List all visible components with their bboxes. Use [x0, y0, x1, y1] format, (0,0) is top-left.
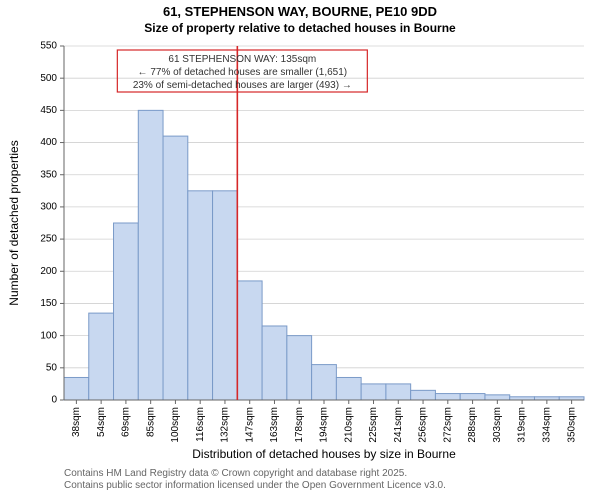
- x-axis-label: Distribution of detached houses by size …: [192, 447, 456, 461]
- histogram-bar: [138, 110, 163, 400]
- xtick-label: 178sqm: [294, 407, 305, 443]
- ytick-label: 50: [46, 362, 58, 373]
- ytick-label: 350: [40, 169, 57, 180]
- histogram-bar: [435, 394, 460, 400]
- annotation-line-3: 23% of semi-detached houses are larger (…: [133, 80, 352, 91]
- xtick-label: 163sqm: [269, 407, 280, 443]
- y-axis-label: Number of detached properties: [7, 140, 21, 305]
- histogram-bar: [64, 377, 89, 400]
- xtick-label: 334sqm: [541, 407, 552, 443]
- xtick-label: 303sqm: [492, 407, 503, 443]
- histogram-bar: [188, 191, 213, 400]
- xtick-label: 225sqm: [368, 407, 379, 443]
- histogram-bar: [361, 384, 386, 400]
- ytick-label: 200: [40, 266, 57, 277]
- chart-subtitle: Size of property relative to detached ho…: [144, 21, 456, 35]
- histogram-bar: [312, 365, 337, 400]
- histogram-bar: [237, 281, 262, 400]
- ytick-label: 500: [40, 73, 57, 84]
- xtick-label: 116sqm: [195, 407, 206, 442]
- annotation-line-2: ← 77% of detached houses are smaller (1,…: [138, 67, 348, 78]
- xtick-label: 350sqm: [566, 407, 577, 443]
- histogram-bar: [460, 394, 485, 400]
- chart-title: 61, STEPHENSON WAY, BOURNE, PE10 9DD: [163, 4, 437, 19]
- xtick-label: 54sqm: [96, 407, 107, 437]
- footer-line-2: Contains public sector information licen…: [64, 480, 446, 491]
- histogram-bar: [287, 336, 312, 400]
- ytick-label: 550: [40, 41, 57, 52]
- footer-line-1: Contains HM Land Registry data © Crown c…: [64, 468, 407, 479]
- histogram-bar: [411, 390, 436, 400]
- xtick-label: 100sqm: [170, 407, 181, 443]
- ytick-label: 400: [40, 137, 57, 148]
- histogram-bar: [163, 136, 188, 400]
- ytick-label: 150: [40, 298, 57, 309]
- chart-svg: 61, STEPHENSON WAY, BOURNE, PE10 9DD Size…: [0, 0, 600, 500]
- histogram-figure: { "title_line1": "61, STEPHENSON WAY, BO…: [0, 0, 600, 500]
- xtick-label: 69sqm: [121, 407, 132, 437]
- xtick-label: 241sqm: [393, 407, 404, 443]
- xtick-label: 85sqm: [145, 407, 156, 437]
- annotation-line-1: 61 STEPHENSON WAY: 135sqm: [168, 54, 316, 65]
- histogram-bar: [114, 223, 139, 400]
- histogram-bar: [485, 395, 510, 400]
- histogram-bar: [386, 384, 411, 400]
- histogram-bar: [89, 313, 114, 400]
- xtick-label: 147sqm: [244, 407, 255, 443]
- histogram-bar: [213, 191, 238, 400]
- histogram-bar: [336, 377, 361, 400]
- xtick-label: 288sqm: [467, 407, 478, 443]
- ytick-label: 450: [40, 105, 57, 116]
- ytick-label: 300: [40, 202, 57, 213]
- ytick-label: 100: [40, 330, 57, 341]
- xtick-label: 272sqm: [442, 407, 453, 443]
- xtick-label: 38sqm: [71, 407, 82, 437]
- ytick-label: 0: [51, 395, 57, 406]
- xtick-label: 132sqm: [220, 407, 231, 443]
- xtick-label: 256sqm: [418, 407, 429, 443]
- xtick-label: 319sqm: [517, 407, 528, 443]
- xtick-label: 194sqm: [319, 407, 330, 443]
- histogram-bar: [262, 326, 287, 400]
- xtick-label: 210sqm: [343, 407, 354, 443]
- ytick-label: 250: [40, 234, 57, 245]
